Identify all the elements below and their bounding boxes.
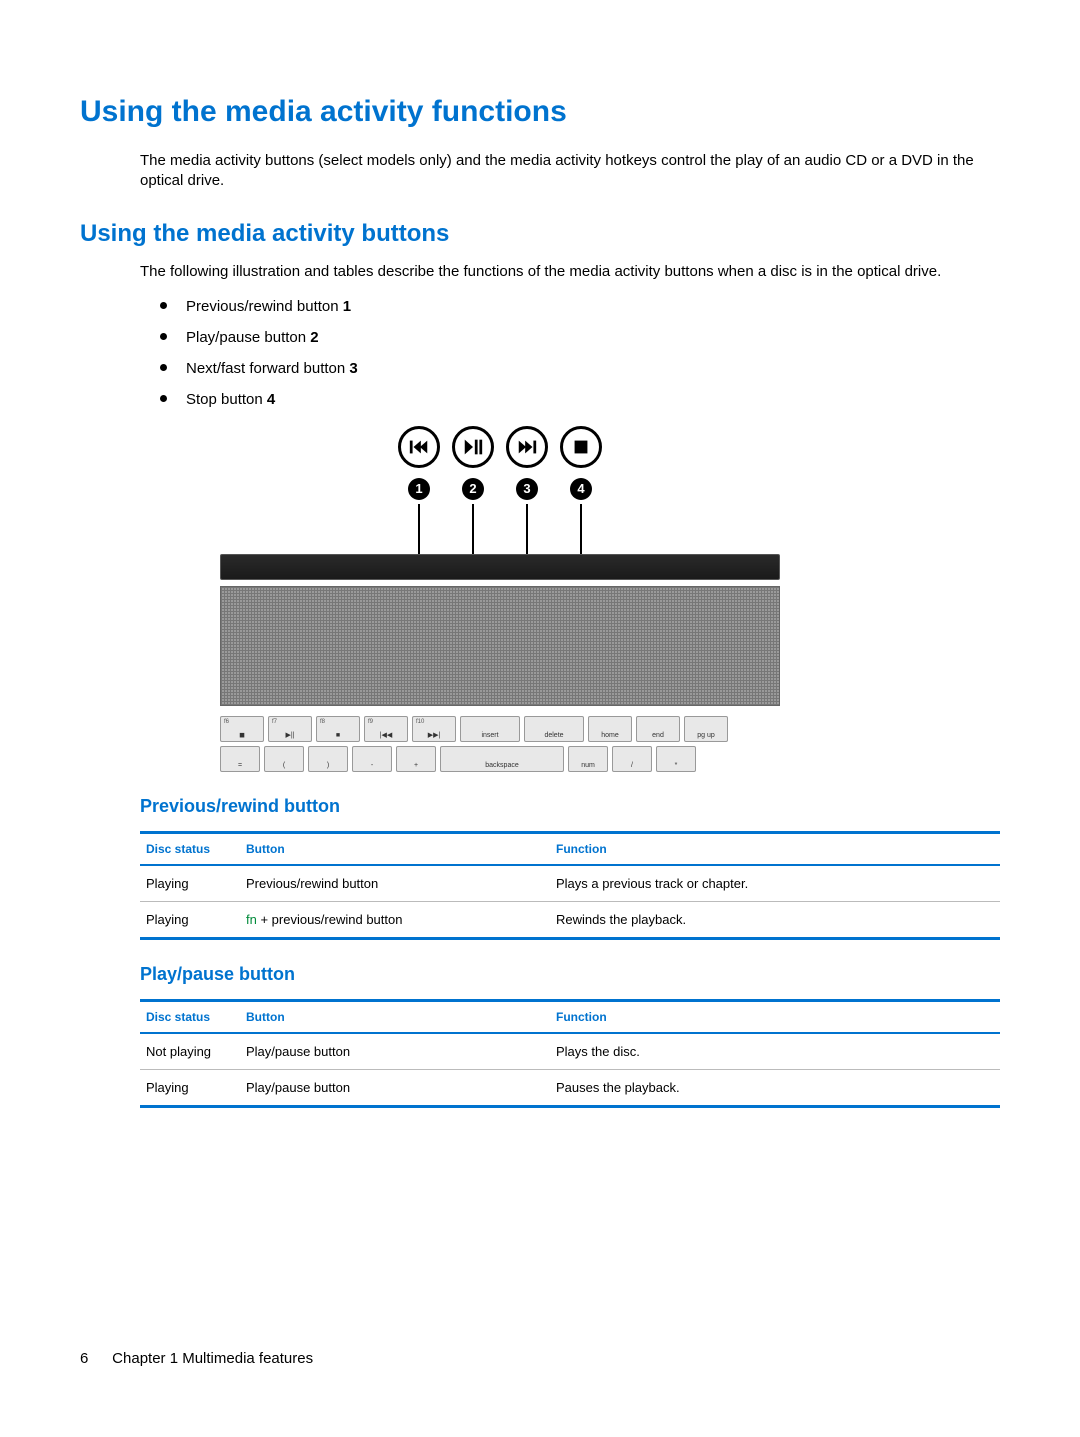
bullet-number: 2 — [310, 329, 318, 346]
cell-button: fn + previous/rewind button — [240, 901, 550, 938]
table-row: Playing Previous/rewind button Plays a p… — [140, 865, 1000, 902]
callout-2: 2 — [462, 478, 484, 500]
cell-button: Play/pause button — [240, 1069, 550, 1106]
keyboard-key: f8■ — [316, 716, 360, 742]
keyboard-key: f6◼ — [220, 716, 264, 742]
device-bar — [220, 554, 780, 580]
cell-button: Play/pause button — [240, 1033, 550, 1070]
table-row: Playing fn + previous/rewind button Rewi… — [140, 901, 1000, 938]
table-header-button: Button — [240, 832, 550, 865]
list-item: Stop button 4 — [160, 389, 1000, 410]
heading-3-playpause: Play/pause button — [140, 964, 1000, 985]
cell-status: Playing — [140, 901, 240, 938]
page-footer: 6 Chapter 1 Multimedia features — [80, 1350, 313, 1367]
speaker-mesh — [220, 586, 780, 706]
bullet-number: 1 — [343, 298, 351, 315]
stop-icon — [560, 426, 602, 468]
keyboard-key: + — [396, 746, 436, 772]
table-row: Not playing Play/pause button Plays the … — [140, 1033, 1000, 1070]
previous-rewind-icon — [398, 426, 440, 468]
leader-lines — [220, 504, 780, 554]
page-number: 6 — [80, 1350, 108, 1367]
keyboard-key: f10▶▶| — [412, 716, 456, 742]
keyboard-key: * — [656, 746, 696, 772]
bullet-number: 4 — [267, 391, 275, 408]
bullet-label: Next/fast forward button — [186, 360, 349, 377]
table-previous-rewind: Disc status Button Function Playing Prev… — [140, 831, 1000, 940]
keyboard-key: ( — [264, 746, 304, 772]
cell-status: Not playing — [140, 1033, 240, 1070]
table-header-function: Function — [550, 1000, 1000, 1033]
cell-function: Plays a previous track or chapter. — [550, 865, 1000, 902]
table-header-status: Disc status — [140, 1000, 240, 1033]
intro-paragraph: The media activity buttons (select model… — [140, 151, 1000, 192]
bullet-list: Previous/rewind button 1 Play/pause butt… — [160, 296, 1000, 410]
illustration: 1 2 3 4 f6◼f7▶||f8■f9|◀◀f10▶▶|insertdele… — [220, 426, 780, 772]
keyboard-key: end — [636, 716, 680, 742]
bullet-label: Previous/rewind button — [186, 298, 343, 315]
table-row: Playing Play/pause button Pauses the pla… — [140, 1069, 1000, 1106]
keyboard-strip: f6◼f7▶||f8■f9|◀◀f10▶▶|insertdeletehomeen… — [220, 716, 780, 772]
heading-1: Using the media activity functions — [80, 95, 1000, 129]
bullet-number: 3 — [349, 360, 357, 377]
keyboard-key: home — [588, 716, 632, 742]
bullet-label: Stop button — [186, 391, 267, 408]
media-buttons-row — [220, 426, 780, 468]
list-item: Next/fast forward button 3 — [160, 358, 1000, 379]
heading-3-previous: Previous/rewind button — [140, 796, 1000, 817]
next-fastforward-icon — [506, 426, 548, 468]
cell-function: Pauses the playback. — [550, 1069, 1000, 1106]
section-paragraph: The following illustration and tables de… — [140, 262, 1000, 282]
keyboard-key: ) — [308, 746, 348, 772]
callout-4: 4 — [570, 478, 592, 500]
list-item: Play/pause button 2 — [160, 327, 1000, 348]
cell-function: Plays the disc. — [550, 1033, 1000, 1070]
table-play-pause: Disc status Button Function Not playing … — [140, 999, 1000, 1108]
keyboard-key: pg up — [684, 716, 728, 742]
callout-3: 3 — [516, 478, 538, 500]
cell-status: Playing — [140, 865, 240, 902]
page: Using the media activity functions The m… — [0, 0, 1080, 1108]
keyboard-key: insert — [460, 716, 520, 742]
keyboard-key: / — [612, 746, 652, 772]
keyboard-key: num — [568, 746, 608, 772]
cell-button: Previous/rewind button — [240, 865, 550, 902]
cell-function: Rewinds the playback. — [550, 901, 1000, 938]
table-header-function: Function — [550, 832, 1000, 865]
table-header-status: Disc status — [140, 832, 240, 865]
keyboard-key: f7▶|| — [268, 716, 312, 742]
keyboard-key: - — [352, 746, 392, 772]
cell-status: Playing — [140, 1069, 240, 1106]
keyboard-key: delete — [524, 716, 584, 742]
play-pause-icon — [452, 426, 494, 468]
callout-row: 1 2 3 4 — [220, 478, 780, 500]
keyboard-key: = — [220, 746, 260, 772]
keyboard-key: backspace — [440, 746, 564, 772]
chapter-label: Chapter 1 Multimedia features — [112, 1350, 313, 1367]
table-header-button: Button — [240, 1000, 550, 1033]
list-item: Previous/rewind button 1 — [160, 296, 1000, 317]
keyboard-key: f9|◀◀ — [364, 716, 408, 742]
callout-1: 1 — [408, 478, 430, 500]
bullet-label: Play/pause button — [186, 329, 310, 346]
heading-2: Using the media activity buttons — [80, 220, 1000, 248]
